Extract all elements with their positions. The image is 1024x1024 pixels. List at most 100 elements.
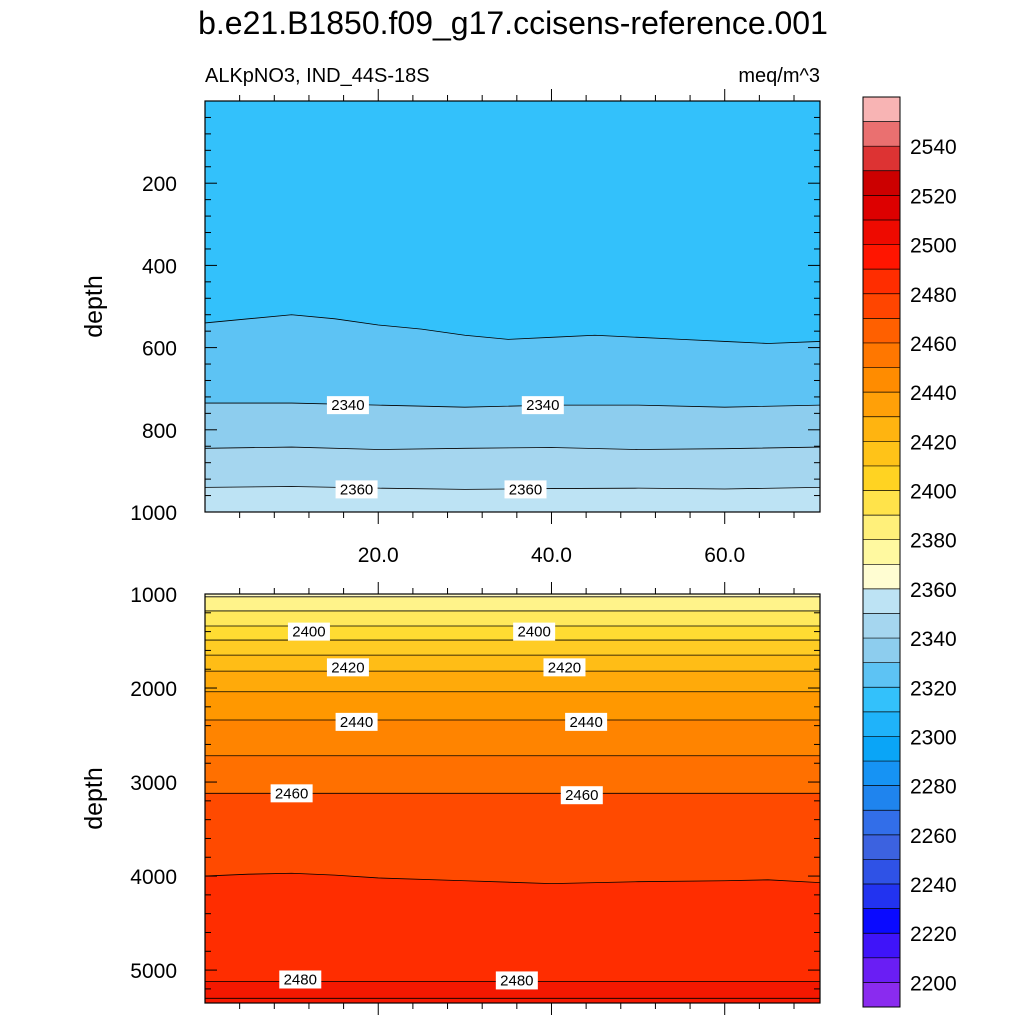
colorbar-swatch [863, 761, 900, 786]
colorbar-swatch [863, 834, 900, 860]
contour-label-box [335, 712, 378, 731]
colorbar-swatch [863, 367, 900, 393]
colorbar-swatch [863, 293, 900, 319]
colorbar-label: 2200 [910, 972, 957, 995]
colorbar-swatch [863, 146, 900, 172]
colorbar-swatch [863, 244, 900, 270]
colorbar-label: 2400 [910, 481, 957, 504]
colorbar-swatch [863, 588, 900, 614]
contour-label-box [521, 396, 564, 415]
x-tick-label: 20.0 [358, 544, 399, 567]
upper-panel: 2340 2340 2360 2360 200 400 600 800 1000 depth 20.… [80, 89, 821, 567]
colorbar-label: 2340 [910, 628, 957, 651]
y-tick-label: 2000 [130, 678, 177, 701]
y-tick-label: 4000 [130, 866, 177, 889]
contour-label-box [270, 784, 313, 803]
colorbar-swatch [863, 465, 900, 491]
y-tick-label: 600 [142, 338, 177, 361]
plot-frame [204, 100, 821, 513]
colorbar-swatch [863, 982, 900, 1008]
y-tick-label: 200 [142, 173, 177, 196]
y-tick-label: 1000 [130, 502, 177, 525]
contour-label-box [279, 970, 322, 989]
plot-frame [204, 593, 821, 1004]
y-tick-label: 400 [142, 255, 177, 278]
colorbar-swatch [863, 638, 900, 663]
colorbar-label: 2500 [910, 235, 957, 258]
colorbar-swatch [863, 195, 900, 221]
y-axis-label: depth [80, 275, 108, 338]
contour-line [205, 446, 820, 450]
colorbar-label: 2240 [910, 874, 957, 897]
contour-label: 2340 [331, 397, 364, 414]
colorbar-swatch [863, 613, 900, 639]
colorbar-label: 2440 [910, 382, 957, 405]
colorbar-label: 2220 [910, 923, 957, 946]
colorbar-swatch [863, 490, 900, 516]
colorbar-swatch [863, 908, 900, 934]
colorbar-label: 2420 [910, 431, 957, 454]
contour-label-box [326, 658, 369, 677]
colorbar-swatch [863, 97, 900, 122]
colorbar-swatch [863, 318, 900, 344]
contour-label: 2440 [569, 714, 602, 731]
colorbar-label: 2540 [910, 136, 957, 159]
colorbar-label: 2280 [910, 776, 957, 799]
contour-label-box [495, 971, 538, 990]
colorbar-swatch [863, 810, 900, 836]
contour-label-box [560, 786, 603, 805]
contour-fill [205, 998, 820, 1003]
colorbar-swatch [863, 711, 900, 737]
contour-label-box [287, 622, 330, 641]
colorbar-label: 2260 [910, 825, 957, 848]
contour-line [205, 402, 820, 408]
contour-label: 2420 [548, 659, 581, 676]
colorbar-label: 2480 [910, 284, 957, 307]
colorbar-swatch [863, 416, 900, 442]
contour-label: 2340 [526, 397, 559, 414]
chart-title: b.e21.B1850.f09_g17.ccisens-reference.00… [198, 5, 828, 41]
contour-label-box [565, 712, 608, 731]
colorbar-label: 2300 [910, 726, 957, 749]
lower-panel: 2400 2400 2420 2420 2440 2440 2460 2460 2480 2480… [80, 582, 821, 1015]
colorbar-swatch [863, 859, 900, 885]
colorbar-swatch [863, 515, 900, 541]
colorbar-label: 2460 [910, 333, 957, 356]
colorbar: 2200 2220 2240 2260 2280 2300 2320 2340 2360 2380… [862, 96, 957, 1008]
contour-label: 2460 [565, 787, 598, 804]
colorbar-swatch [863, 564, 900, 590]
contour-label: 2420 [331, 659, 364, 676]
colorbar-swatch [863, 342, 900, 368]
contour-label: 2480 [500, 972, 533, 989]
colorbar-label: 2520 [910, 185, 957, 208]
contour-label-box [543, 658, 586, 677]
y-tick-label: 3000 [130, 772, 177, 795]
colorbar-swatch [863, 269, 900, 295]
colorbar-swatch [863, 539, 900, 565]
units-string: meq/m^3 [738, 65, 820, 87]
colorbar-swatch [863, 121, 900, 147]
contour-label-box [504, 480, 547, 499]
contour-fill [205, 981, 820, 1003]
contour-label: 2400 [292, 624, 325, 641]
colorbar-label: 2380 [910, 530, 957, 553]
contour-label: 2360 [509, 481, 542, 498]
colorbar-swatch [863, 736, 900, 762]
x-tick-label: 60.0 [704, 544, 745, 567]
contour-line [205, 872, 820, 884]
colorbar-swatch [863, 662, 900, 688]
colorbar-swatch [863, 785, 900, 811]
contour-label: 2480 [284, 971, 317, 988]
colorbar-label: 2360 [910, 579, 957, 602]
contour-label: 2360 [340, 481, 373, 498]
colorbar-swatch [863, 687, 900, 713]
y-tick-label: 800 [142, 420, 177, 443]
contour-label: 2440 [340, 714, 373, 731]
colorbar-swatch [863, 219, 900, 245]
contour-fill [205, 873, 820, 1003]
x-tick-label: 40.0 [531, 544, 572, 567]
left-string: ALKpNO3, IND_44S-18S [205, 65, 430, 87]
y-tick-label: 5000 [130, 960, 177, 983]
colorbar-frame [862, 96, 901, 1008]
